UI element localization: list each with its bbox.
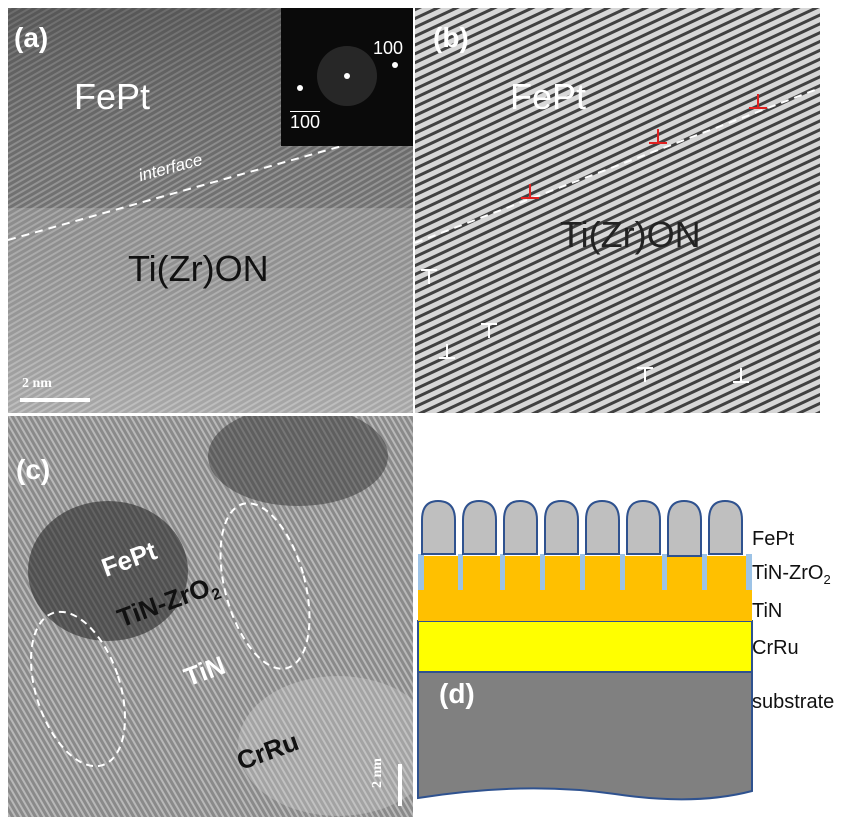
label-b: (b) bbox=[433, 22, 469, 53]
substrate-layer bbox=[417, 671, 753, 801]
grain-boundaries bbox=[418, 554, 752, 590]
panel-c-image bbox=[8, 416, 413, 817]
legend-fepet: FePt bbox=[752, 528, 795, 550]
panel-c-hrtem: (c) FePt TiN-ZrO2 TiN CrRu 2 nm bbox=[8, 416, 413, 817]
crru-layer bbox=[417, 620, 753, 673]
dislocation-markers-white bbox=[421, 269, 749, 383]
label-c: (c) bbox=[16, 454, 51, 485]
label-tizr-a: Ti(Zr)ON bbox=[128, 248, 269, 289]
fepet-grains bbox=[421, 499, 743, 557]
label-a: (a) bbox=[14, 22, 49, 53]
layer-stack-diagram bbox=[417, 499, 753, 801]
panel-b-image bbox=[415, 8, 820, 413]
inset-100: 100 bbox=[373, 38, 404, 58]
panel-a-hrtem: (a) FePt interface Ti(Zr)ON 2 nm 100 100 bbox=[8, 8, 413, 413]
label-fepet-b: FePt bbox=[510, 76, 587, 117]
dislocation-markers-red bbox=[521, 94, 767, 199]
legend-crru: CrRu bbox=[752, 637, 799, 659]
scale-text-c: 2 nm bbox=[370, 758, 385, 788]
label-tizr-b: Ti(Zr)ON bbox=[560, 214, 701, 255]
label-d: (d) bbox=[439, 678, 475, 709]
legend-tin: TiN bbox=[752, 600, 783, 622]
scale-bar bbox=[20, 398, 90, 402]
panel-b-filtered: (b) FePt Ti(Zr)ON bbox=[415, 8, 820, 413]
inset-minus-100: 100 bbox=[290, 112, 321, 132]
legend-tinzro2: TiN-ZrO2 bbox=[752, 562, 831, 587]
panel-a-image bbox=[8, 8, 413, 413]
legend-substrate: substrate bbox=[752, 691, 835, 713]
label-fepet-a: FePt bbox=[74, 76, 151, 117]
scale-text-a: 2 nm bbox=[22, 376, 52, 391]
panel-d-schematic: (d) FePt TiN-ZrO2 TiN CrRu substrate bbox=[415, 416, 856, 817]
